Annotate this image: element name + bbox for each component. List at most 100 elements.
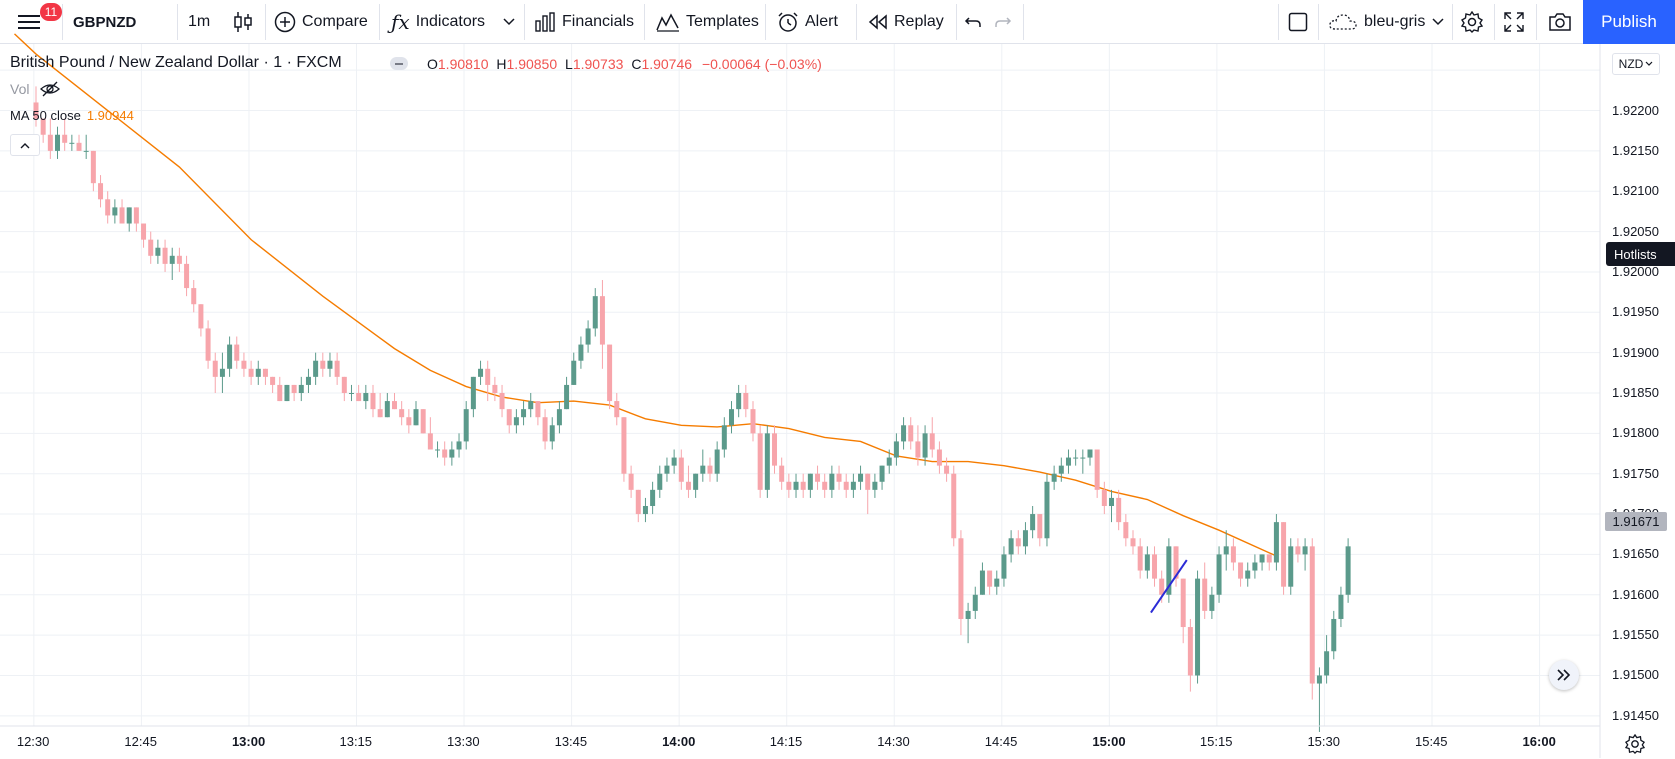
candle-body xyxy=(815,473,821,482)
candle xyxy=(119,199,125,224)
candle xyxy=(133,207,139,232)
candle-body xyxy=(449,449,455,458)
candle-body xyxy=(1223,546,1229,555)
candle-body xyxy=(1065,457,1071,466)
candle xyxy=(305,368,311,393)
candle-body xyxy=(1238,562,1244,579)
candle-body xyxy=(1109,497,1114,506)
candle-body xyxy=(1087,449,1093,458)
symbol-search-button[interactable]: GBPNZD xyxy=(73,13,137,31)
candle-body xyxy=(614,401,620,418)
candle-body xyxy=(1266,554,1272,563)
candle-body xyxy=(1022,530,1028,547)
candle xyxy=(83,134,89,159)
candle-body xyxy=(341,376,347,393)
candle xyxy=(1180,578,1186,644)
layout-name-label: bleu-gris xyxy=(1364,13,1426,30)
candle xyxy=(1273,514,1279,571)
candle xyxy=(1302,538,1308,571)
alarm-clock-icon xyxy=(777,11,799,33)
candle-body xyxy=(1159,578,1165,595)
candle xyxy=(714,441,720,482)
layout-dropdown[interactable] xyxy=(1432,0,1448,44)
candle xyxy=(377,393,383,418)
ma-legend[interactable]: MA 50 close 1.90944 xyxy=(10,108,134,123)
candle-body xyxy=(384,401,390,418)
high-value: 1.90850 xyxy=(506,56,558,72)
candle-body xyxy=(1058,465,1064,474)
templates-button[interactable]: Templates xyxy=(656,0,760,44)
candle xyxy=(1123,514,1129,547)
candle xyxy=(112,199,118,224)
candle-body xyxy=(621,417,627,474)
candle xyxy=(1051,465,1057,490)
redo-icon xyxy=(995,17,1012,27)
hotlists-button[interactable]: Hotlists xyxy=(1606,242,1675,266)
financials-label: Financials xyxy=(562,13,635,30)
symbol-title[interactable]: British Pound / New Zealand Dollar · 1 ·… xyxy=(10,54,342,71)
chart-type-button[interactable] xyxy=(232,0,260,44)
function-icon: ƒx xyxy=(391,10,410,34)
candle xyxy=(205,320,211,369)
candle xyxy=(506,409,512,434)
main-menu-button[interactable]: 11 xyxy=(8,0,62,44)
bar-chart-icon xyxy=(534,12,556,32)
candle-body xyxy=(456,441,462,450)
candle xyxy=(836,465,842,490)
financials-button[interactable]: Financials xyxy=(534,0,646,44)
price-tick-label: 1.91650 xyxy=(1612,546,1659,562)
candle-body xyxy=(944,465,950,474)
candle-body xyxy=(1324,651,1330,676)
chevron-up-icon xyxy=(20,142,30,148)
candle xyxy=(1037,514,1043,547)
candle-body xyxy=(442,449,448,458)
undo-button[interactable] xyxy=(964,0,988,44)
candle xyxy=(420,409,426,434)
candle xyxy=(865,473,871,515)
candle xyxy=(62,118,68,151)
gear-icon xyxy=(1624,733,1646,754)
candle-body xyxy=(1144,554,1150,571)
indicators-dropdown[interactable] xyxy=(503,0,519,44)
layout-name-button[interactable]: bleu-gris xyxy=(1328,0,1428,44)
candle-body xyxy=(642,505,648,515)
settings-button[interactable] xyxy=(1461,0,1485,44)
candle-body xyxy=(392,401,397,410)
price-tick-label: 1.92050 xyxy=(1612,223,1659,239)
candle xyxy=(1080,449,1086,474)
currency-selector[interactable]: NZD xyxy=(1612,53,1660,75)
publish-button[interactable]: Publish xyxy=(1583,0,1675,44)
candles-layer xyxy=(33,86,1351,732)
fullscreen-layout-button[interactable] xyxy=(1288,0,1310,44)
close-value: 1.90746 xyxy=(641,56,693,72)
snapshot-button[interactable] xyxy=(1548,0,1574,44)
maximize-button[interactable] xyxy=(1504,0,1528,44)
time-axis-settings-button[interactable] xyxy=(1624,733,1647,756)
legend-more-button[interactable] xyxy=(390,57,408,70)
candle-body xyxy=(578,344,584,361)
candle xyxy=(141,223,147,248)
candle-body xyxy=(1202,578,1208,611)
redo-button[interactable] xyxy=(994,0,1018,44)
alert-button[interactable]: Alert xyxy=(777,0,855,44)
candle-body xyxy=(492,384,498,393)
collapse-legend-button[interactable] xyxy=(10,134,40,156)
interval-button[interactable]: 1m xyxy=(188,13,211,30)
eye-slash-icon[interactable] xyxy=(40,81,60,100)
time-tick-label: 13:45 xyxy=(554,734,588,749)
candle xyxy=(944,457,950,482)
scroll-to-realtime-button[interactable] xyxy=(1549,660,1579,690)
candle xyxy=(427,417,433,450)
volume-legend[interactable]: Vol xyxy=(10,81,60,97)
candle xyxy=(105,191,111,224)
candle xyxy=(872,473,878,498)
candle-body xyxy=(779,465,785,482)
indicators-button[interactable]: ƒx Indicators xyxy=(391,0,495,44)
compare-button[interactable]: Compare xyxy=(274,0,374,44)
currency-label: NZD xyxy=(1618,57,1644,71)
drawings-layer xyxy=(1150,559,1188,614)
candle-body xyxy=(958,538,964,619)
replay-button[interactable]: Replay xyxy=(868,0,952,44)
candle xyxy=(972,586,978,619)
